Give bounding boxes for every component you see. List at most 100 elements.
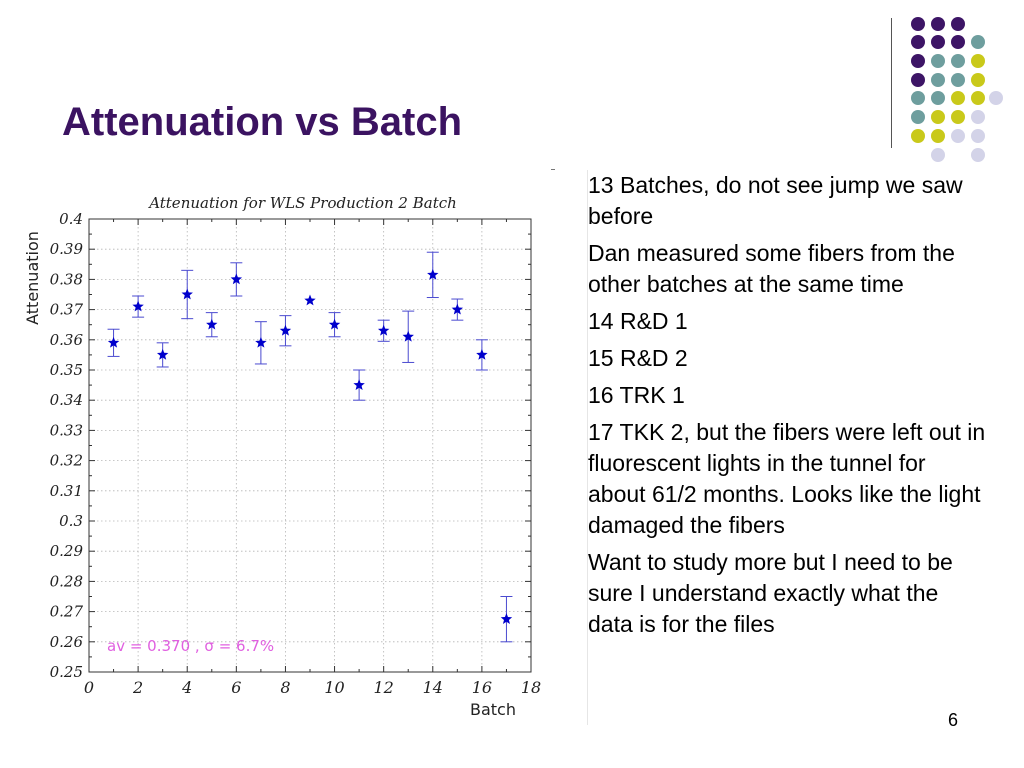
decorative-dot [931, 148, 945, 162]
y-tick-label: 0.25 [50, 663, 83, 681]
decorative-dot [951, 129, 965, 143]
decorative-vertical-line [891, 18, 892, 148]
bullet-item: Want to study more but I need to be sure… [588, 549, 953, 637]
decorative-dot [931, 110, 945, 124]
y-tick-label: 0.28 [50, 572, 83, 590]
star-marker [132, 300, 144, 312]
bullet-list: 13 Batches, do not see jump we saw befor… [588, 170, 988, 646]
x-axis-label: Batch [470, 700, 516, 719]
y-tick-label: 0.26 [50, 633, 84, 651]
data-point [205, 312, 218, 338]
chart-title: Attenuation for WLS Production 2 Batch [147, 194, 457, 212]
bullet-item: 17 TKK 2, but the fibers were left out i… [588, 419, 986, 538]
data-point [377, 319, 390, 342]
decorative-dot [971, 73, 985, 87]
data-point [500, 596, 513, 643]
y-tick-label: 0.31 [50, 482, 83, 500]
y-tick-label: 0.38 [50, 270, 83, 288]
x-tick-label: 8 [280, 678, 290, 697]
bullet-item: 14 R&D 1 [588, 308, 688, 334]
star-marker [230, 273, 243, 285]
decorative-dot [971, 148, 985, 162]
data-point [279, 315, 292, 347]
star-marker [353, 379, 365, 390]
data-point [230, 262, 243, 297]
decorative-dot [989, 91, 1003, 105]
data-point [254, 321, 267, 365]
data-point [402, 310, 415, 363]
data-point [353, 369, 366, 401]
decorative-dot [911, 110, 925, 124]
plot-frame [88, 218, 532, 673]
y-axis-label: Attenuation [23, 231, 42, 325]
decorative-dot [931, 35, 945, 49]
decorative-dot [951, 35, 965, 49]
decorative-dot [931, 73, 945, 87]
star-marker [279, 324, 292, 336]
data-point [181, 269, 194, 320]
star-marker [328, 318, 341, 330]
decorative-dash [551, 169, 555, 170]
decorative-dot [911, 54, 925, 68]
x-tick-label: 16 [472, 678, 492, 697]
x-tick-label: 10 [324, 678, 344, 697]
star-marker [255, 336, 267, 348]
attenuation-chart: Attenuation for WLS Production 2 Batch 0… [23, 194, 541, 719]
x-tick-label: 18 [521, 678, 541, 697]
star-marker [181, 288, 193, 300]
data-point [328, 312, 341, 338]
decorative-dot [911, 73, 925, 87]
star-marker [377, 324, 390, 336]
x-tick-label: 12 [373, 678, 393, 697]
decorative-dot [971, 54, 985, 68]
x-tick-label: 14 [423, 678, 443, 697]
data-point [156, 342, 169, 368]
star-marker [500, 613, 513, 624]
y-tick-label: 0.4 [59, 210, 83, 228]
decorative-dot [911, 129, 925, 143]
y-tick-label: 0.39 [50, 240, 84, 258]
data-point [107, 328, 120, 357]
decorative-dot [971, 91, 985, 105]
decorative-dot [951, 54, 965, 68]
star-marker [427, 268, 439, 280]
y-tick-label: 0.27 [50, 603, 84, 621]
x-tick-label: 0 [84, 678, 94, 697]
x-tick-label: 6 [231, 678, 241, 697]
decorative-dot [911, 35, 925, 49]
star-marker [107, 336, 120, 348]
bullet-item: 15 R&D 2 [588, 345, 688, 371]
y-tick-label: 0.3 [59, 512, 83, 530]
decorative-dot [971, 35, 985, 49]
data-point [451, 298, 464, 321]
decorative-dot [951, 17, 965, 31]
star-marker [304, 294, 316, 306]
bullet-item: 16 TRK 1 [588, 382, 685, 408]
chart-annotation: av = 0.370 , σ = 6.7% [107, 637, 274, 655]
decorative-dot [971, 129, 985, 143]
star-marker [206, 318, 218, 330]
chart-grid [88, 218, 532, 673]
column-divider [587, 170, 588, 725]
star-marker [476, 348, 488, 360]
data-point [475, 339, 488, 371]
decorative-dot [931, 17, 945, 31]
decorative-dot [911, 17, 925, 31]
data-point [304, 294, 316, 306]
data-point [132, 295, 145, 318]
y-tick-label: 0.34 [50, 391, 83, 409]
decorative-dot [931, 129, 945, 143]
decorative-dot [951, 110, 965, 124]
x-tick-label: 2 [132, 678, 143, 697]
x-tick-label: 4 [181, 678, 192, 697]
slide-title: Attenuation vs Batch [62, 100, 463, 144]
star-marker [451, 303, 464, 315]
y-tick-label: 0.37 [50, 301, 84, 319]
y-tick-label: 0.35 [50, 361, 83, 379]
page-number: 6 [948, 710, 959, 730]
decorative-dot [911, 91, 925, 105]
bullet-item: 13 Batches, do not see jump we saw befor… [588, 172, 963, 229]
y-tick-label: 0.29 [50, 542, 84, 560]
star-marker [156, 348, 169, 360]
decorative-dot [951, 73, 965, 87]
